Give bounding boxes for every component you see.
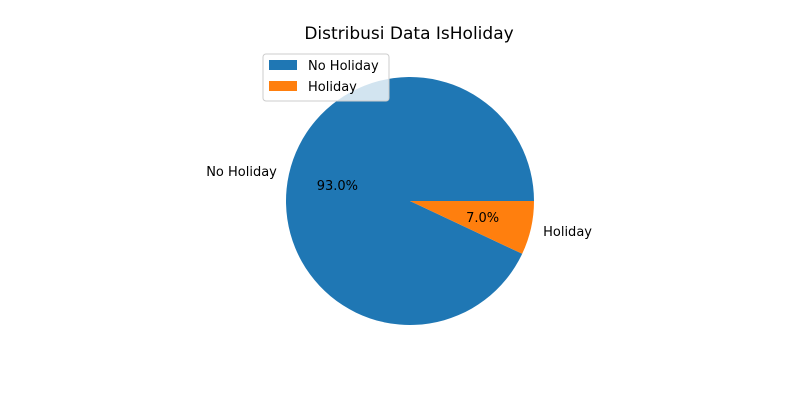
legend-label: Holiday <box>308 80 357 95</box>
chart-title: Distribusi Data IsHoliday <box>304 24 513 44</box>
legend-swatch <box>269 60 297 70</box>
pie-slice-holiday <box>410 201 534 254</box>
legend-label: No Holiday <box>308 59 379 74</box>
slice-percent-label: 7.0% <box>466 211 499 226</box>
pie-slices <box>285 77 534 326</box>
legend-swatch <box>269 81 297 91</box>
slice-percent-label: 93.0% <box>317 179 358 194</box>
slice-category-label: No Holiday <box>206 165 277 180</box>
chart-legend: No Holiday Holiday <box>262 53 390 102</box>
slice-category-label: Holiday <box>543 225 592 240</box>
pie-slice-no-holiday <box>285 77 534 326</box>
pie-labels: No Holiday 93.0% Holiday 7.0% <box>206 165 592 240</box>
legend-items: No Holiday Holiday <box>269 59 379 95</box>
